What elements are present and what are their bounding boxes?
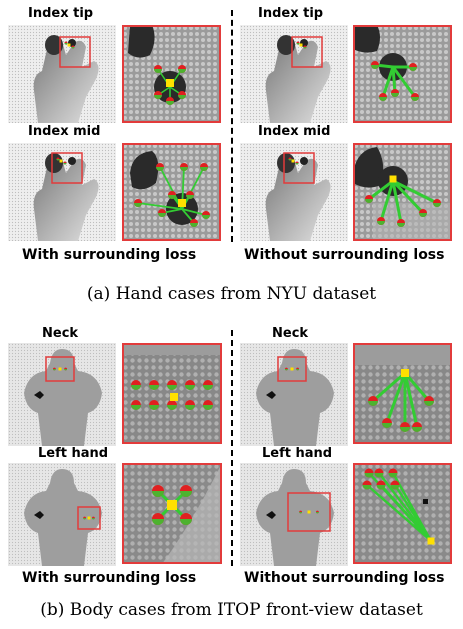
panel-b-caption: (b) Body cases from ITOP front-view data… bbox=[40, 600, 423, 620]
row-label-left-hand-right: Left hand bbox=[262, 446, 333, 461]
column-caption-without-loss-b: Without surrounding loss bbox=[244, 570, 445, 586]
column-divider-a bbox=[231, 10, 233, 242]
row-label-neck-right: Neck bbox=[272, 326, 309, 341]
body-thumbnail-b4 bbox=[240, 463, 348, 566]
hand-zoom-a3 bbox=[122, 143, 221, 241]
body-zoom-b3 bbox=[122, 463, 222, 564]
body-zoom-b1 bbox=[122, 343, 222, 444]
body-zoom-b2 bbox=[353, 343, 452, 444]
body-zoom-b4 bbox=[353, 463, 452, 564]
hand-thumbnail-a4 bbox=[240, 143, 348, 241]
hand-zoom-a1 bbox=[122, 25, 221, 123]
hand-thumbnail-a2 bbox=[240, 25, 348, 123]
hand-thumbnail-a3 bbox=[8, 143, 116, 241]
row-label-neck-left: Neck bbox=[42, 326, 79, 341]
body-thumbnail-b3 bbox=[8, 463, 116, 566]
row-label-index-mid-right: Index mid bbox=[258, 124, 331, 139]
column-caption-with-loss-b: With surrounding loss bbox=[22, 570, 197, 586]
row-label-left-hand-left: Left hand bbox=[38, 446, 109, 461]
row-label-index-tip-left: Index tip bbox=[28, 6, 94, 21]
column-divider-b bbox=[231, 330, 233, 566]
column-caption-with-loss-a: With surrounding loss bbox=[22, 247, 197, 263]
hand-thumbnail-a1 bbox=[8, 25, 116, 123]
panel-a-caption: (a) Hand cases from NYU dataset bbox=[86, 284, 377, 304]
row-label-index-tip-right: Index tip bbox=[258, 6, 324, 21]
body-thumbnail-b1 bbox=[8, 343, 116, 446]
hand-zoom-a4 bbox=[353, 143, 452, 241]
hand-zoom-a2 bbox=[353, 25, 452, 123]
row-label-index-mid-left: Index mid bbox=[28, 124, 101, 139]
column-caption-without-loss-a: Without surrounding loss bbox=[244, 247, 445, 263]
body-thumbnail-b2 bbox=[240, 343, 348, 446]
